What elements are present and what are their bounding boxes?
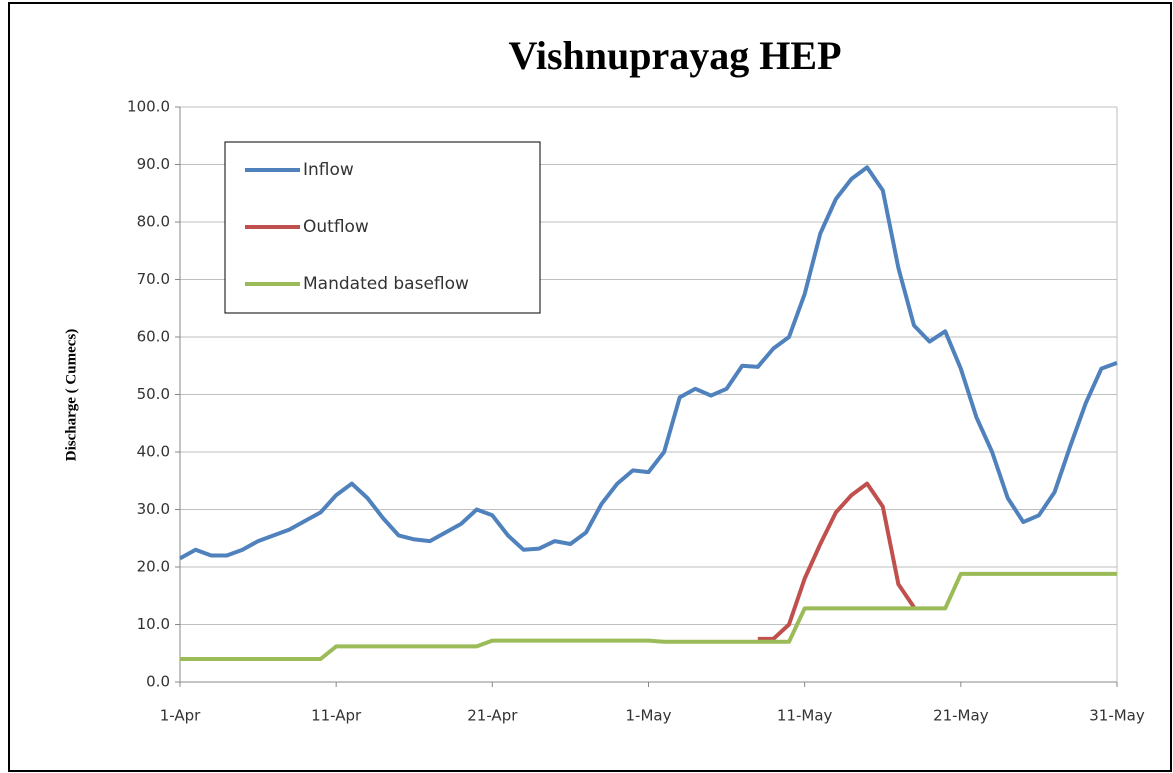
y-tick-label: 60.0 [137,328,170,346]
y-tick-label: 40.0 [137,443,170,461]
x-tick-label: 21-May [933,707,989,725]
chart-frame [8,2,1172,772]
lines [179,165,1118,661]
y-tick-label: 30.0 [137,500,170,518]
y-tick-label: 0.0 [146,673,170,691]
grid: 0.0 10.0 20.0 30.0 40.0 50.0 60.0 70.0 80.0 90.0 1… [127,98,1145,725]
legend: Inflow Outflow Mandated baseflow [224,141,541,314]
y-tick-label: 100.0 [127,98,170,116]
x-tick-label: 21-Apr [467,707,518,725]
legend-label: Outflow [303,217,369,237]
y-tick-label: 70.0 [137,270,170,288]
legend-label: Mandated baseflow [303,274,469,294]
x-tick-label: 31-May [1089,707,1145,725]
x-tick-label: 11-May [777,707,833,725]
y-axis-label: Discharge ( Cumecs) [63,329,79,461]
y-tick-label: 90.0 [137,155,170,173]
legend-label: Inflow [303,160,354,180]
y-tick-label: 20.0 [137,558,170,576]
y-tick-label: 50.0 [137,385,170,403]
chart-title: Vishnuprayag HEP [508,33,841,78]
x-tick-label: 11-Apr [311,707,362,725]
series-line [757,481,916,641]
x-tick-label: 1-Apr [160,707,201,725]
series-line [180,571,1117,661]
x-tick-label: 1-May [626,707,672,725]
series-line [179,165,1118,561]
y-tick-label: 80.0 [137,213,170,231]
y-tick-label: 10.0 [137,615,170,633]
